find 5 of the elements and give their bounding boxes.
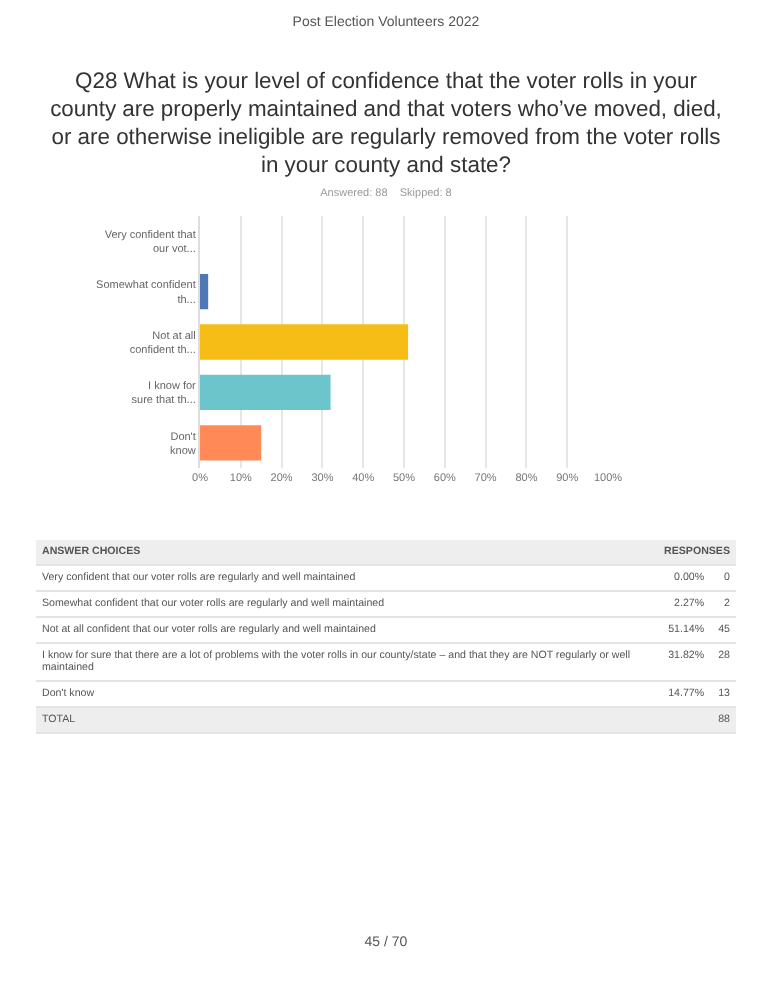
bar bbox=[200, 374, 331, 411]
chart-title: Q28 What is your level of confidence that the voter rolls in your county are properly maintained and that voters who’ve moved, died, or are otherwise ineligible are regularly removed from the voter rolls in your county and state? bbox=[48, 68, 724, 180]
bar bbox=[200, 324, 409, 360]
bar bbox=[200, 273, 209, 310]
bar bbox=[200, 425, 262, 461]
